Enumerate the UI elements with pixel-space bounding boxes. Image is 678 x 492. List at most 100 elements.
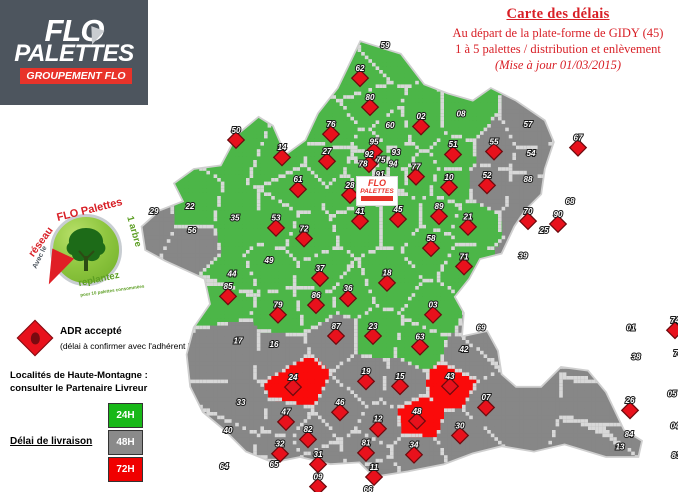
adr-marker-icon [330,403,350,422]
department-number-label: 38 [632,353,641,362]
department-number-label: 80 [366,93,375,102]
department-number-label: 04 [671,421,678,430]
adr-marker-icon [410,337,430,356]
department-number-label: 41 [355,207,365,216]
department-number-label: 93 [392,148,401,157]
department-number-label: 67 [574,133,583,142]
department-number-label: 63 [416,332,425,341]
department-number-label: 59 [381,41,390,50]
department-number-label: 27 [322,147,332,156]
department-number-label: 11 [370,463,379,472]
map-department[interactable] [552,178,678,265]
adr-marker-icon [340,185,360,205]
map-marker-flo: FLO [357,179,397,188]
france-map[interactable]: 59 62 80 02 08 76 60 50 14 27 95 93 92 75 94 78 77 91 51 55… [138,26,678,492]
adr-marker-icon [283,378,303,397]
department-number-label: 03 [429,301,438,310]
department-number-label: 56 [188,226,197,235]
department-number-label: 05 [668,389,677,398]
map-department[interactable] [552,34,678,189]
department-number-label: 70 [524,207,533,216]
department-number-label: 46 [335,398,345,407]
department-number-label: 28 [345,181,355,190]
department-number-label: 36 [344,284,353,293]
department-number-label: 71 [460,252,469,261]
department-number-label: 77 [412,162,421,171]
department-number-label: 75 [377,156,386,165]
department-number-label: 23 [368,322,378,331]
adr-marker-icon [388,209,408,229]
department-number-label: 18 [383,269,392,278]
adr-marker-icon [306,295,326,315]
map-department[interactable] [347,480,358,484]
adr-marker-icon [363,326,383,346]
map-department[interactable] [508,170,560,204]
department-number-label: 02 [417,112,426,121]
department-number-label: 47 [281,408,291,417]
department-number-label: 13 [616,442,625,451]
department-number-label: 88 [524,175,533,184]
department-number-label: 16 [270,340,279,349]
department-number-label: 76 [327,120,336,129]
haute-montagne-line2: consulter le Partenaire Livreur [10,383,147,394]
adr-marker-icon [620,401,640,420]
adr-marker-icon [450,426,470,445]
department-number-label: 65 [270,460,279,469]
map-department[interactable] [440,332,503,381]
map-department[interactable] [303,314,359,373]
department-number-label: 85 [224,282,233,291]
page-title: Carte des délais [438,6,678,22]
department-number-label: 69 [477,324,486,333]
adr-marker-icon [359,154,379,174]
map-department[interactable] [451,199,503,247]
map-department[interactable] [357,307,405,359]
department-number-label: 40 [223,426,233,435]
department-number-label: 92 [365,150,374,159]
adr-marker-icon [477,176,497,195]
department-number-label: 90 [554,210,563,219]
department-number-label: 54 [527,149,536,158]
department-number-label: 66 [364,485,373,492]
department-number-label: 87 [332,322,341,331]
adr-marker-icon [317,152,337,171]
logo-text-palettes: PALETTES [0,42,148,66]
department-number-label: 17 [234,336,243,345]
department-number-label: 52 [483,171,492,180]
map-department[interactable] [138,448,251,485]
department-number-label: 53 [272,214,281,223]
adr-marker-icon [356,443,376,463]
map-department[interactable] [559,253,657,366]
department-number-label: 29 [149,207,159,216]
department-number-label: 30 [456,421,465,430]
department-number-label: 78 [359,160,368,169]
department-number-label: 89 [435,202,444,211]
department-number-label: 60 [386,121,395,130]
department-number-label: 48 [412,407,422,416]
department-number-label: 42 [459,345,469,354]
map-department[interactable] [523,224,603,291]
department-number-label: 83 [672,451,678,460]
map-department[interactable] [498,34,585,150]
map-department[interactable] [152,379,269,435]
department-number-label: 09 [314,472,323,481]
adr-marker-icon [326,326,346,346]
department-number-label: 57 [524,120,533,129]
map-department[interactable] [256,188,301,251]
haute-montagne-note: Localités de Haute-Montagne : consulter … [10,369,240,395]
map-department[interactable] [649,380,678,420]
department-number-label: 08 [457,109,466,118]
map-department[interactable] [382,358,427,409]
adr-marker-icon [443,145,463,164]
department-number-label: 39 [519,251,528,260]
adr-marker-icon [298,430,318,449]
map-department[interactable] [494,239,585,330]
department-number-label: 07 [482,393,491,402]
adr-marker-icon [276,412,296,432]
map-department[interactable] [357,246,423,312]
flo-palettes-logo: FLO PALETTES GROUPEMENT FLO [0,0,148,105]
map-department[interactable] [213,181,258,255]
map-department[interactable] [357,401,402,449]
adr-marker-icon [338,289,358,308]
tree-icon [66,228,106,271]
